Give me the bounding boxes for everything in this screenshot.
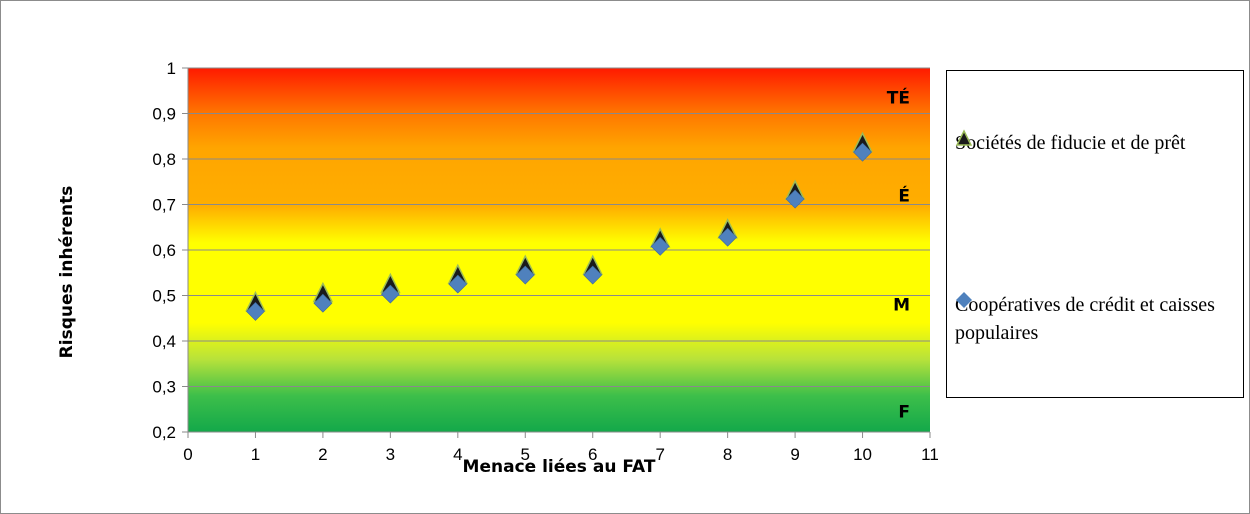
data-point-diamond (853, 142, 872, 162)
zone-label: TÉ (887, 87, 910, 109)
data-point-diamond (785, 189, 805, 209)
legend-entry-series-2: Coopératives de crédit et caisses popula… (955, 291, 1239, 347)
y-tick-label: 0,6 (152, 241, 176, 260)
x-tick-label: 0 (183, 445, 192, 464)
y-axis-title: Risques inhérents (57, 186, 77, 359)
x-tick-label: 11 (921, 445, 939, 464)
data-points (245, 131, 873, 321)
data-point-diamond (718, 227, 738, 247)
x-axis-title: Menace liées au FAT (463, 457, 656, 477)
y-tick-label: 0,7 (152, 196, 176, 215)
legend-label-series-1: Sociétés de fiducie et de prêt (955, 132, 1186, 154)
y-tick-label: 1 (167, 59, 176, 78)
legend-label-series-2: Coopératives de crédit et caisses popula… (955, 294, 1215, 344)
y-tick-label: 0,9 (152, 105, 176, 124)
y-tick-label: 0,3 (152, 378, 176, 397)
x-tick-label: 5 (521, 445, 530, 464)
gridlines (182, 67, 930, 433)
legend: Sociétés de fiducie et de prêt Coopérati… (946, 70, 1244, 398)
data-point-diamond (515, 265, 535, 285)
data-point-diamond (246, 302, 265, 321)
y-tick-label: 0,8 (152, 150, 176, 169)
legend-entry-series-1: Sociétés de fiducie et de prêt (955, 129, 1239, 157)
y-tick-labels: 0,2 0,3 0,4 0,5 0,6 0,7 0,8 0,9 1 (152, 59, 176, 442)
x-tick-label: 10 (853, 445, 872, 464)
x-tick-label: 3 (386, 445, 395, 464)
y-tick-label: 0,5 (152, 287, 176, 306)
zone-label: F (898, 403, 910, 423)
x-tick-label: 9 (790, 445, 799, 464)
y-tick-label: 0,2 (152, 423, 176, 442)
diamond-marker-icon (956, 292, 972, 308)
y-tick-label: 0,4 (152, 332, 176, 351)
data-point-diamond (583, 265, 603, 285)
x-tick-labels: 0 1 2 3 4 5 6 7 8 9 10 11 (183, 445, 939, 464)
x-tick-label: 2 (318, 445, 327, 464)
data-point-diamond (650, 236, 670, 256)
x-tick-label: 8 (723, 445, 732, 464)
x-tick-label: 1 (251, 445, 260, 464)
x-tick-label: 6 (588, 445, 597, 464)
axes (187, 68, 931, 438)
x-tick-label: 4 (453, 445, 462, 464)
data-point-diamond (313, 293, 333, 313)
x-tick-label: 7 (655, 445, 664, 464)
data-point-diamond (380, 284, 400, 304)
zone-label: É (898, 184, 910, 206)
triangle-marker-icon (955, 129, 973, 146)
zone-labels: TÉ É M F (887, 87, 910, 423)
data-point-diamond (448, 274, 468, 294)
zone-label: M (893, 296, 910, 316)
